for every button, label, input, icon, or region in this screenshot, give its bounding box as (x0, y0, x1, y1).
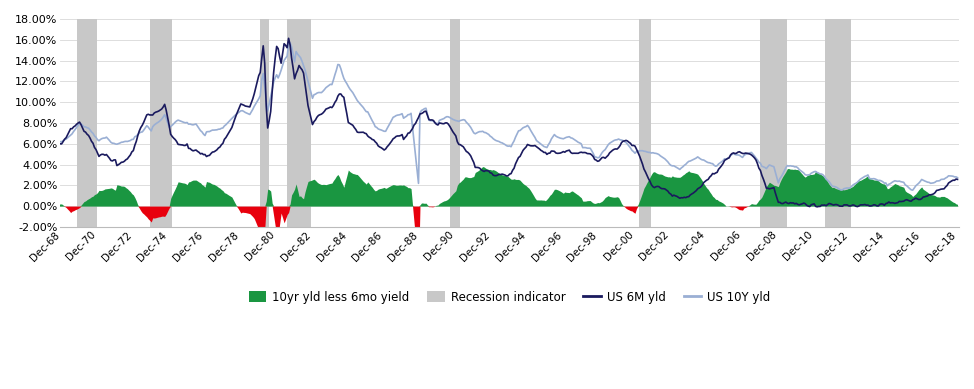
Bar (287, 19, 311, 227)
Legend: 10yr yld less 6mo yield, Recession indicator, US 6M yld, US 10Y yld: 10yr yld less 6mo yield, Recession indic… (244, 286, 775, 308)
Bar (150, 19, 172, 227)
Bar (77, 19, 97, 227)
Bar (761, 19, 787, 227)
Bar (260, 19, 269, 227)
Bar (825, 19, 851, 227)
Bar (450, 19, 461, 227)
Bar (640, 19, 652, 227)
